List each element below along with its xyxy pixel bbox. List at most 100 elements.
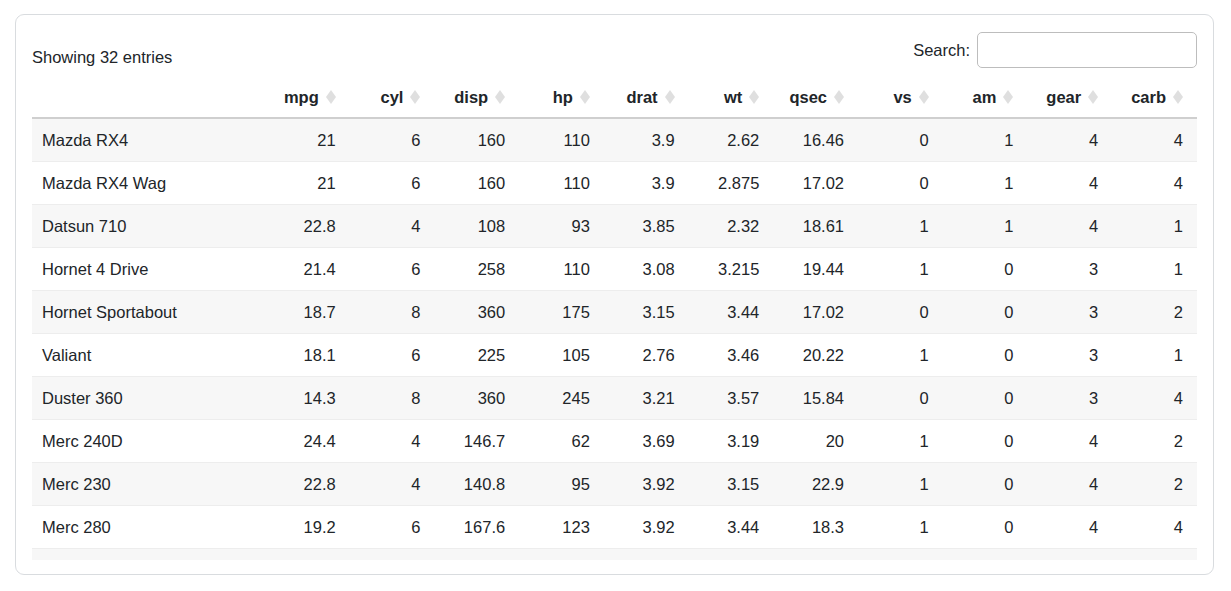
data-table: mpg cyl disp hp drat wt qsecvsamgear carb Mazda… (32, 77, 1197, 560)
table-row: Merc 23022.84140.8953.923.1522.91042 (32, 463, 1197, 506)
table-cell: 3.92 (604, 506, 689, 549)
table-cell: 6 (350, 248, 435, 291)
table-cell: 15.84 (773, 377, 858, 420)
table-cell: 1 (858, 334, 943, 377)
table-cell: 225 (434, 334, 519, 377)
column-header-name (32, 77, 265, 118)
table-cell: 4 (350, 205, 435, 248)
table-cell: 1 (943, 162, 1028, 205)
row-name-cell: Mazda RX4 (32, 118, 265, 162)
table-cell: 4 (1027, 162, 1112, 205)
table-header-row: mpg cyl disp hp drat wt qsecvsamgear carb (32, 77, 1197, 118)
table-cell: 360 (434, 377, 519, 420)
table-cell: 18.9 (773, 549, 858, 561)
table-cell: 6 (350, 334, 435, 377)
column-header-vs[interactable]: vs (858, 77, 943, 118)
table-cell: 1 (943, 118, 1028, 162)
table-cell: 258 (434, 248, 519, 291)
table-cell: 160 (434, 162, 519, 205)
table-cell: 1 (1112, 205, 1197, 248)
column-header-hp[interactable]: hp (519, 77, 604, 118)
column-header-gear[interactable]: gear (1027, 77, 1112, 118)
table-cell: 22.8 (265, 463, 350, 506)
table-cell: 4 (1027, 420, 1112, 463)
table-cell: 2 (1112, 463, 1197, 506)
sort-diamond-icon (1003, 90, 1013, 104)
table-cell: 123 (519, 506, 604, 549)
table-cell: 1 (1112, 248, 1197, 291)
entries-info: Showing 32 entries (32, 48, 172, 69)
column-header-qsec[interactable]: qsec (773, 77, 858, 118)
table-cell: 1 (858, 205, 943, 248)
table-cell: 16.46 (773, 118, 858, 162)
table-cell: 0 (858, 377, 943, 420)
table-cell: 21.4 (265, 248, 350, 291)
column-header-label: wt (724, 88, 742, 106)
table-cell: 146.7 (434, 420, 519, 463)
table-body: Mazda RX42161601103.92.6216.460144Mazda … (32, 118, 1197, 560)
table-cell: 21 (265, 162, 350, 205)
table-cell: 105 (519, 334, 604, 377)
table-cell: 1 (858, 248, 943, 291)
table-cell: 22.9 (773, 463, 858, 506)
table-cell: 4 (350, 420, 435, 463)
table-cell: 123 (519, 549, 604, 561)
table-cell: 17.02 (773, 162, 858, 205)
table-cell: 8 (350, 377, 435, 420)
row-name-cell: Merc 280 (32, 506, 265, 549)
table-cell: 108 (434, 205, 519, 248)
search-group: Search: (913, 32, 1197, 68)
table-container: mpg cyl disp hp drat wt qsecvsamgear carb Mazda… (32, 77, 1197, 560)
table-cell: 3.215 (689, 248, 774, 291)
data-table-widget: Showing 32 entries Search: mpg cyl disp hp d… (15, 14, 1214, 575)
row-name-cell: Merc 230 (32, 463, 265, 506)
column-header-label: disp (454, 88, 488, 106)
row-name-cell: Hornet 4 Drive (32, 248, 265, 291)
table-cell: 22.8 (265, 205, 350, 248)
table-cell: 3 (1027, 377, 1112, 420)
search-input[interactable] (977, 32, 1197, 68)
column-header-label: gear (1046, 88, 1081, 106)
table-cell: 6 (350, 549, 435, 561)
column-header-carb[interactable]: carb (1112, 77, 1197, 118)
sort-diamond-icon (749, 90, 759, 104)
table-cell: 0 (943, 334, 1028, 377)
table-row: Duster 36014.383602453.213.5715.840034 (32, 377, 1197, 420)
table-cell: 2.875 (689, 162, 774, 205)
table-cell: 3.21 (604, 377, 689, 420)
table-cell: 3.08 (604, 248, 689, 291)
column-header-am[interactable]: am (943, 77, 1028, 118)
sort-diamond-icon (1088, 90, 1098, 104)
table-row: Merc 240D24.44146.7623.693.19201042 (32, 420, 1197, 463)
table-cell: 0 (943, 377, 1028, 420)
table-cell: 2.62 (689, 118, 774, 162)
table-cell: 4 (350, 463, 435, 506)
table-cell: 2 (1112, 420, 1197, 463)
table-cell: 4 (1112, 549, 1197, 561)
table-row: Mazda RX42161601103.92.6216.460144 (32, 118, 1197, 162)
column-header-drat[interactable]: drat (604, 77, 689, 118)
column-header-disp[interactable]: disp (434, 77, 519, 118)
column-header-label: hp (553, 88, 573, 106)
column-header-cyl[interactable]: cyl (350, 77, 435, 118)
table-cell: 0 (943, 506, 1028, 549)
table-cell: 24.4 (265, 420, 350, 463)
table-cell: 3.44 (689, 549, 774, 561)
column-header-mpg[interactable]: mpg (265, 77, 350, 118)
column-header-wt[interactable]: wt (689, 77, 774, 118)
table-cell: 18.3 (773, 506, 858, 549)
table-cell: 21 (265, 118, 350, 162)
column-header-label: carb (1131, 88, 1166, 106)
sort-diamond-icon (326, 90, 336, 104)
table-cell: 3 (1027, 248, 1112, 291)
table-cell: 167.6 (434, 506, 519, 549)
table-cell: 3.19 (689, 420, 774, 463)
table-cell: 20.22 (773, 334, 858, 377)
table-cell: 17.8 (265, 549, 350, 561)
table-cell: 1 (1112, 334, 1197, 377)
table-cell: 1 (858, 549, 943, 561)
column-header-label: mpg (284, 88, 319, 106)
sort-diamond-icon (410, 90, 420, 104)
table-cell: 4 (1112, 162, 1197, 205)
table-cell: 6 (350, 162, 435, 205)
